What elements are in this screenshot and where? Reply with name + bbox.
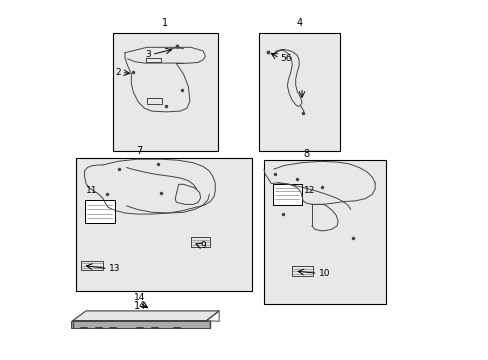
Text: 10: 10: [318, 269, 329, 278]
Bar: [272, 184, 302, 205]
Text: 2: 2: [115, 68, 121, 77]
Text: 3: 3: [145, 50, 151, 59]
Text: 7: 7: [136, 146, 142, 156]
Bar: [113, 33, 217, 151]
Bar: [76, 158, 251, 291]
Bar: [84, 200, 115, 223]
Bar: [71, 321, 210, 328]
Polygon shape: [73, 311, 219, 320]
Bar: [84, 200, 115, 223]
Text: 14: 14: [133, 301, 145, 311]
Text: 8: 8: [303, 149, 309, 159]
Bar: [259, 33, 339, 151]
Text: 1: 1: [162, 18, 168, 28]
Text: 12: 12: [304, 186, 315, 195]
Bar: [272, 184, 302, 205]
Text: 13: 13: [109, 265, 120, 274]
Text: 9: 9: [200, 241, 206, 250]
Text: 14: 14: [134, 293, 145, 302]
Text: 11: 11: [86, 186, 97, 195]
Bar: [264, 160, 385, 304]
Text: 4: 4: [296, 18, 302, 28]
Text: 56: 56: [280, 54, 291, 63]
